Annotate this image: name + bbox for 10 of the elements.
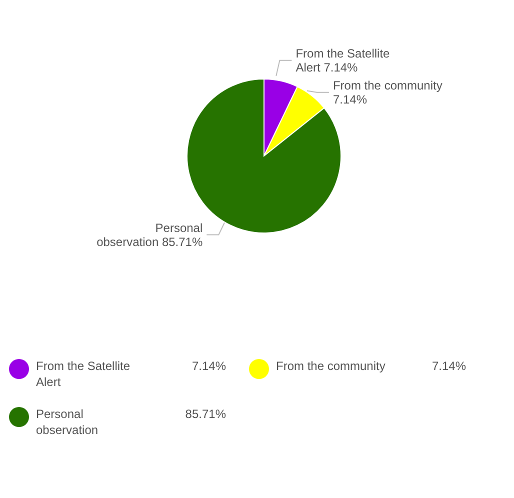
data-label: 7.14% <box>190 358 226 374</box>
legend-label: From the Satellite Alert <box>36 358 132 390</box>
category-label: From the Satellite Alert 7.14% <box>296 46 390 74</box>
text: 7.14% <box>432 359 466 373</box>
slice-label: From the community <box>332 78 442 92</box>
data-label: 7.14% <box>332 92 368 106</box>
legend-label: From the community <box>276 358 386 374</box>
legend-label: Personal observation <box>36 406 100 438</box>
category-label: Personal observation 85.71% <box>96 220 203 249</box>
data-label: 85.71% <box>184 406 226 422</box>
